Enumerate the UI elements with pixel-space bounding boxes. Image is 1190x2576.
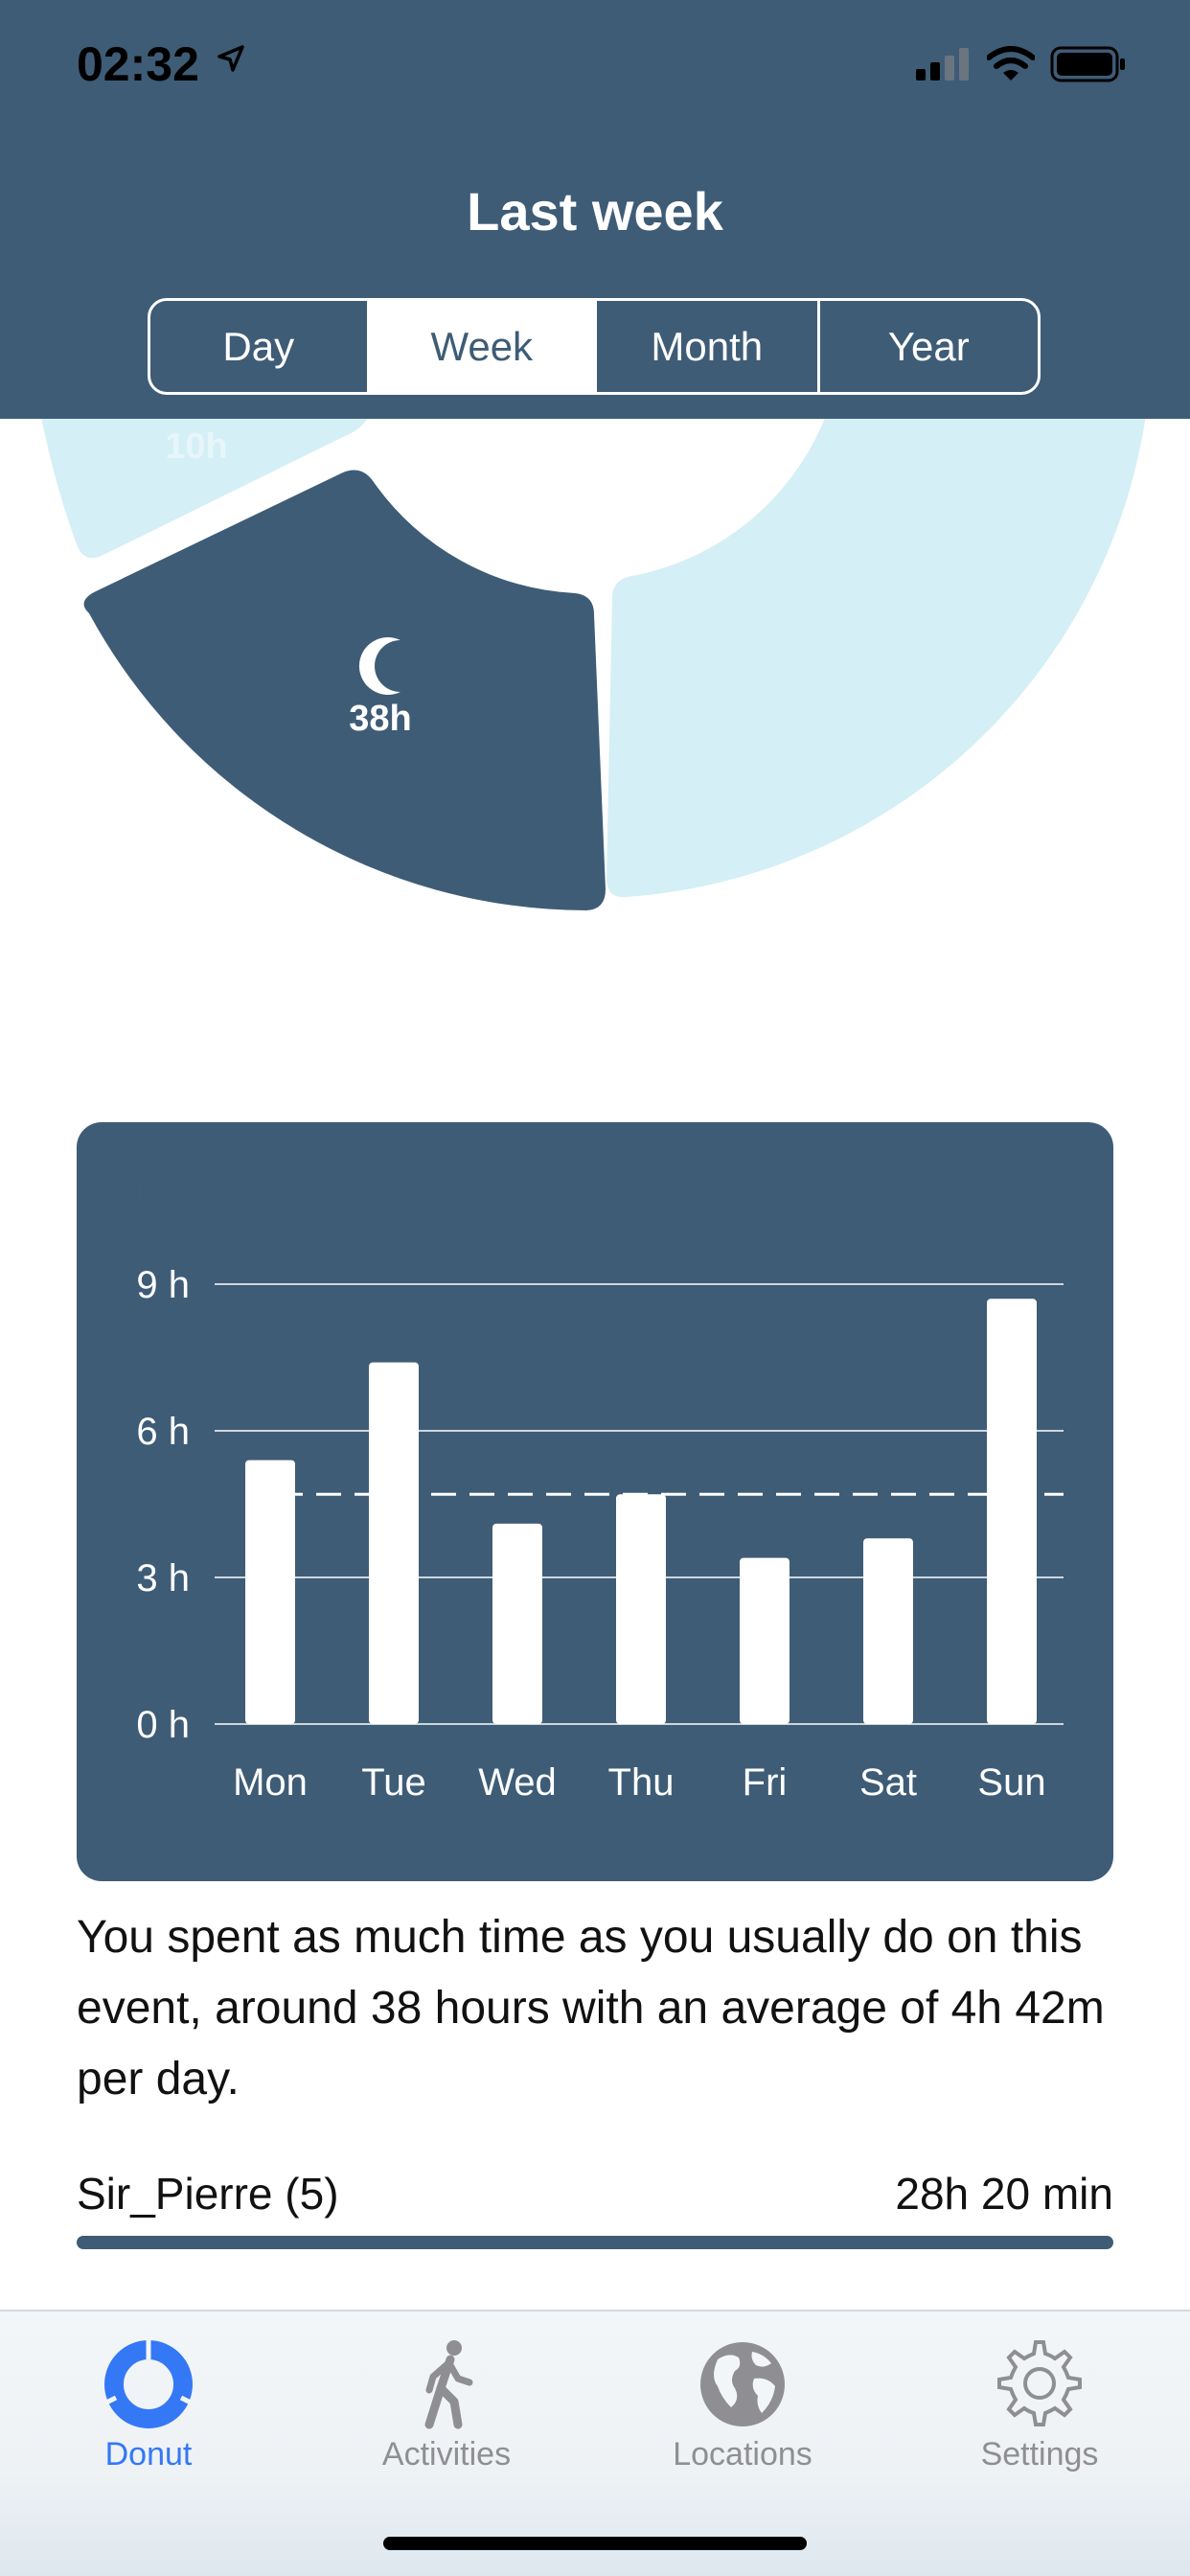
- donut-faded-label: 10h: [165, 426, 227, 467]
- x-tick-label: Tue: [361, 1761, 425, 1804]
- tab-activities[interactable]: Activities: [298, 2325, 595, 2473]
- segment-day[interactable]: Day: [150, 301, 370, 392]
- segment-week[interactable]: Week: [369, 301, 597, 392]
- bar[interactable]: [740, 1557, 790, 1724]
- tab-label: Activities: [381, 2436, 512, 2472]
- bar[interactable]: [492, 1523, 542, 1724]
- moon-icon: [139, 1161, 169, 1218]
- location-arrow-icon: [217, 45, 244, 72]
- x-tick-label: Sun: [977, 1761, 1045, 1804]
- donut-segment-other[interactable]: [606, 355, 1152, 898]
- bar[interactable]: [245, 1460, 295, 1724]
- y-tick-label: 0 h: [136, 1704, 190, 1746]
- breakdown-name: Sir_Pierre (5): [77, 2169, 339, 2219]
- x-tick-label: Thu: [608, 1761, 675, 1804]
- header: 02:32 Last week Day Week Month Year: [0, 0, 1190, 419]
- x-tick-label: Sat: [859, 1761, 917, 1804]
- tab-donut[interactable]: Donut: [0, 2325, 297, 2473]
- gear-icon: [997, 2340, 1082, 2426]
- tab-settings[interactable]: Settings: [891, 2325, 1188, 2473]
- battery-icon: [1050, 46, 1125, 82]
- status-time: 02:32: [77, 37, 199, 91]
- breakdown-value: 28h 20 min: [895, 2169, 1113, 2219]
- tab-label: Donut: [104, 2436, 193, 2472]
- donut-segment-sleep[interactable]: [83, 470, 606, 910]
- y-tick-label: 9 h: [136, 1264, 190, 1306]
- x-tick-label: Mon: [233, 1761, 308, 1804]
- breakdown-progress-bar: [77, 2236, 1113, 2249]
- globe-icon: [700, 2342, 785, 2426]
- walking-icon: [424, 2340, 473, 2429]
- bar[interactable]: [987, 1299, 1037, 1724]
- segment-year[interactable]: Year: [887, 323, 970, 369]
- y-tick-label: 6 h: [136, 1411, 190, 1453]
- home-indicator: [383, 2537, 807, 2550]
- x-tick-label: Wed: [478, 1761, 557, 1804]
- x-tick-label: Fri: [743, 1761, 788, 1804]
- tab-locations[interactable]: Locations: [594, 2325, 891, 2473]
- donut-segment-faded: [38, 402, 374, 559]
- tab-label: Locations: [673, 2436, 812, 2472]
- donut-icon: [103, 2340, 195, 2428]
- weekly-chart-card: 0 h 3 h 6 h 9 h Mon Tue Wed Thu Fri Sat Sun: [77, 1122, 1113, 1881]
- bar-chart: 0 h 3 h 6 h 9 h Mon Tue Wed Thu Fri Sat Sun: [136, 1161, 1064, 1804]
- bar[interactable]: [863, 1538, 913, 1724]
- signal-icon: [916, 48, 969, 80]
- tab-label: Settings: [980, 2436, 1099, 2472]
- segment-month[interactable]: Month: [597, 301, 820, 392]
- page-title: Last week: [467, 181, 723, 242]
- bar[interactable]: [616, 1494, 666, 1724]
- wifi-icon: [987, 46, 1035, 80]
- donut-sleep-label: 38h: [349, 699, 411, 739]
- tab-bar: Donut Activities Locations Settings: [0, 2310, 1190, 2576]
- y-tick-label: 3 h: [136, 1557, 190, 1599]
- period-segmented-control[interactable]: Day Week Month Year: [148, 298, 1041, 395]
- donut-chart[interactable]: 10h 38h: [0, 0, 1190, 1054]
- moon-icon: [358, 637, 400, 696]
- bar[interactable]: [369, 1362, 419, 1724]
- summary-text: You spent as much time as you usually do…: [77, 1912, 1105, 2104]
